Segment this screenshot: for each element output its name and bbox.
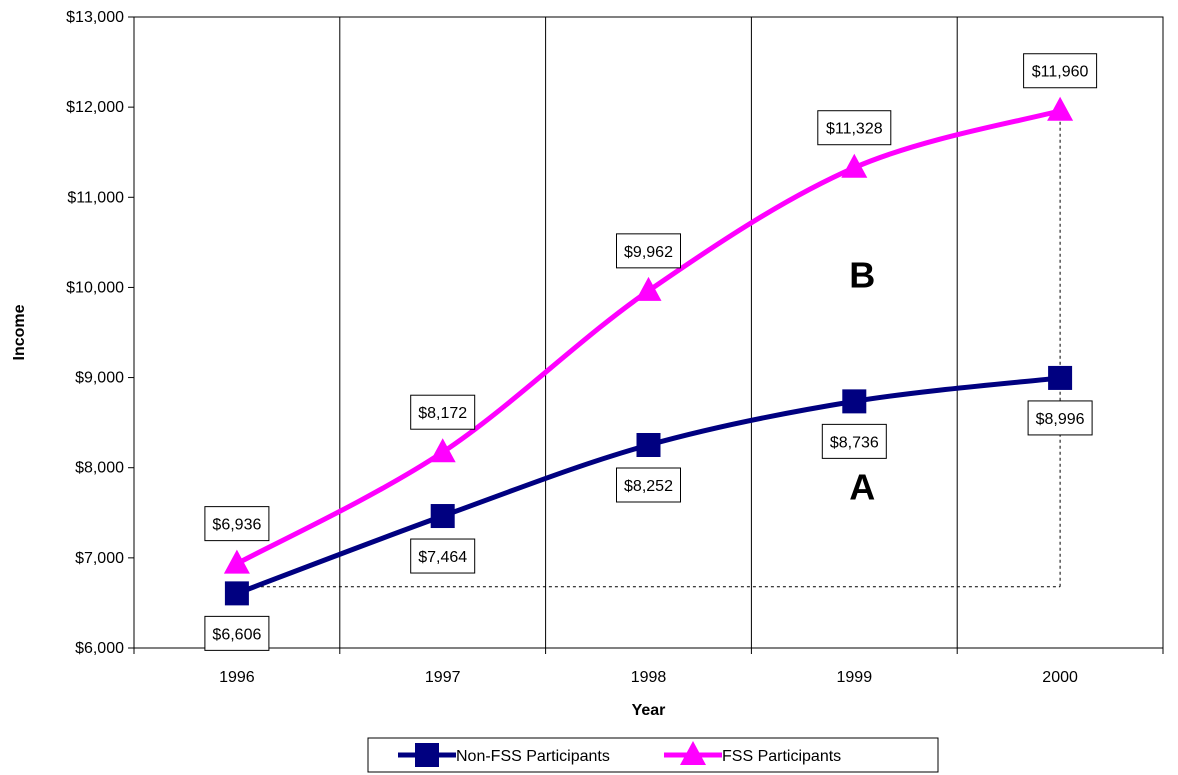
legend-swatch-marker (680, 741, 706, 765)
series-point (429, 438, 456, 463)
vertical-gridlines (339, 17, 958, 648)
y-tick-label: $12,000 (66, 99, 124, 116)
data-label-box (821, 423, 887, 459)
data-label-text: $6,606 (212, 626, 261, 643)
legend: Non-FSS Participants FSS Participants (367, 737, 939, 773)
data-label-box (616, 233, 681, 269)
data-label: $11,960 (1023, 53, 1098, 89)
y-tick-label: $6,000 (75, 640, 124, 657)
y-tick-label: $13,000 (66, 9, 124, 26)
y-tick-label: $8,000 (75, 460, 124, 477)
series-point (636, 432, 661, 457)
data-label-box (410, 538, 476, 574)
data-labels: $6,606 $7,464 $8,252 $8,736 $8,996 $6,936 $8,1… (204, 53, 1098, 651)
data-label: $8,172 (410, 394, 476, 430)
series-point (1047, 96, 1074, 121)
series-lines (223, 96, 1074, 606)
series-point (635, 276, 662, 301)
data-label: $8,996 (1027, 400, 1093, 436)
legend-item: Non-FSS Participants (398, 743, 610, 767)
data-label-text: $8,996 (1036, 411, 1085, 428)
region-label: A (849, 466, 875, 507)
data-label-box (204, 506, 270, 542)
legend-label: Non-FSS Participants (456, 748, 610, 765)
data-label: $11,328 (817, 110, 892, 146)
legend-swatch-marker (415, 743, 439, 767)
data-label-text: $8,172 (418, 405, 467, 422)
x-tick-label: 1997 (425, 669, 461, 686)
data-label-box (1023, 53, 1098, 89)
series-point (1048, 365, 1073, 390)
series-point (841, 153, 868, 178)
x-axis-ticks: 1996 1997 1998 1999 2000 (133, 648, 1164, 686)
y-tick-label: $10,000 (66, 279, 124, 296)
data-label-box (410, 394, 476, 430)
plot-area (133, 16, 1164, 649)
data-label: $7,464 (410, 538, 476, 574)
y-tick-label: $7,000 (75, 550, 124, 567)
region-label: B (849, 254, 875, 295)
data-label-text: $11,960 (1032, 64, 1089, 81)
data-label: $9,962 (616, 233, 681, 269)
data-label-text: $9,962 (624, 244, 673, 261)
series-point (223, 549, 250, 574)
region-annotations: AB (849, 254, 875, 507)
data-label-text: $8,736 (830, 434, 879, 451)
series-point (224, 581, 249, 606)
legend-label: FSS Participants (722, 748, 841, 765)
data-label-box (1027, 400, 1093, 436)
data-label: $6,936 (204, 506, 270, 542)
data-label-text: $8,252 (624, 478, 673, 495)
data-label: $8,252 (616, 467, 681, 503)
x-axis-title: Year (632, 702, 666, 719)
series-point (430, 504, 455, 529)
data-label-box (817, 110, 892, 146)
series-point (842, 389, 867, 414)
data-label: $6,606 (204, 615, 270, 651)
y-axis-ticks: $6,000 $7,000 $8,000 $9,000 $10,000 $11,000 $1… (66, 9, 134, 657)
data-label-text: $7,464 (418, 549, 467, 566)
legend-item: FSS Participants (664, 741, 841, 765)
x-tick-label: 1996 (219, 669, 255, 686)
data-label-text: $6,936 (212, 517, 261, 534)
reference-lines (236, 110, 1061, 588)
x-tick-label: 1999 (837, 669, 873, 686)
x-tick-label: 1998 (631, 669, 667, 686)
data-label-box (204, 615, 270, 651)
data-label-box (616, 467, 681, 503)
data-label-text: $11,328 (826, 121, 883, 138)
y-axis-title: Income (11, 304, 28, 360)
y-tick-label: $9,000 (75, 370, 124, 387)
data-label: $8,736 (821, 423, 887, 459)
legend-box (367, 737, 939, 773)
y-tick-label: $11,000 (67, 189, 124, 206)
x-tick-label: 2000 (1042, 669, 1078, 686)
